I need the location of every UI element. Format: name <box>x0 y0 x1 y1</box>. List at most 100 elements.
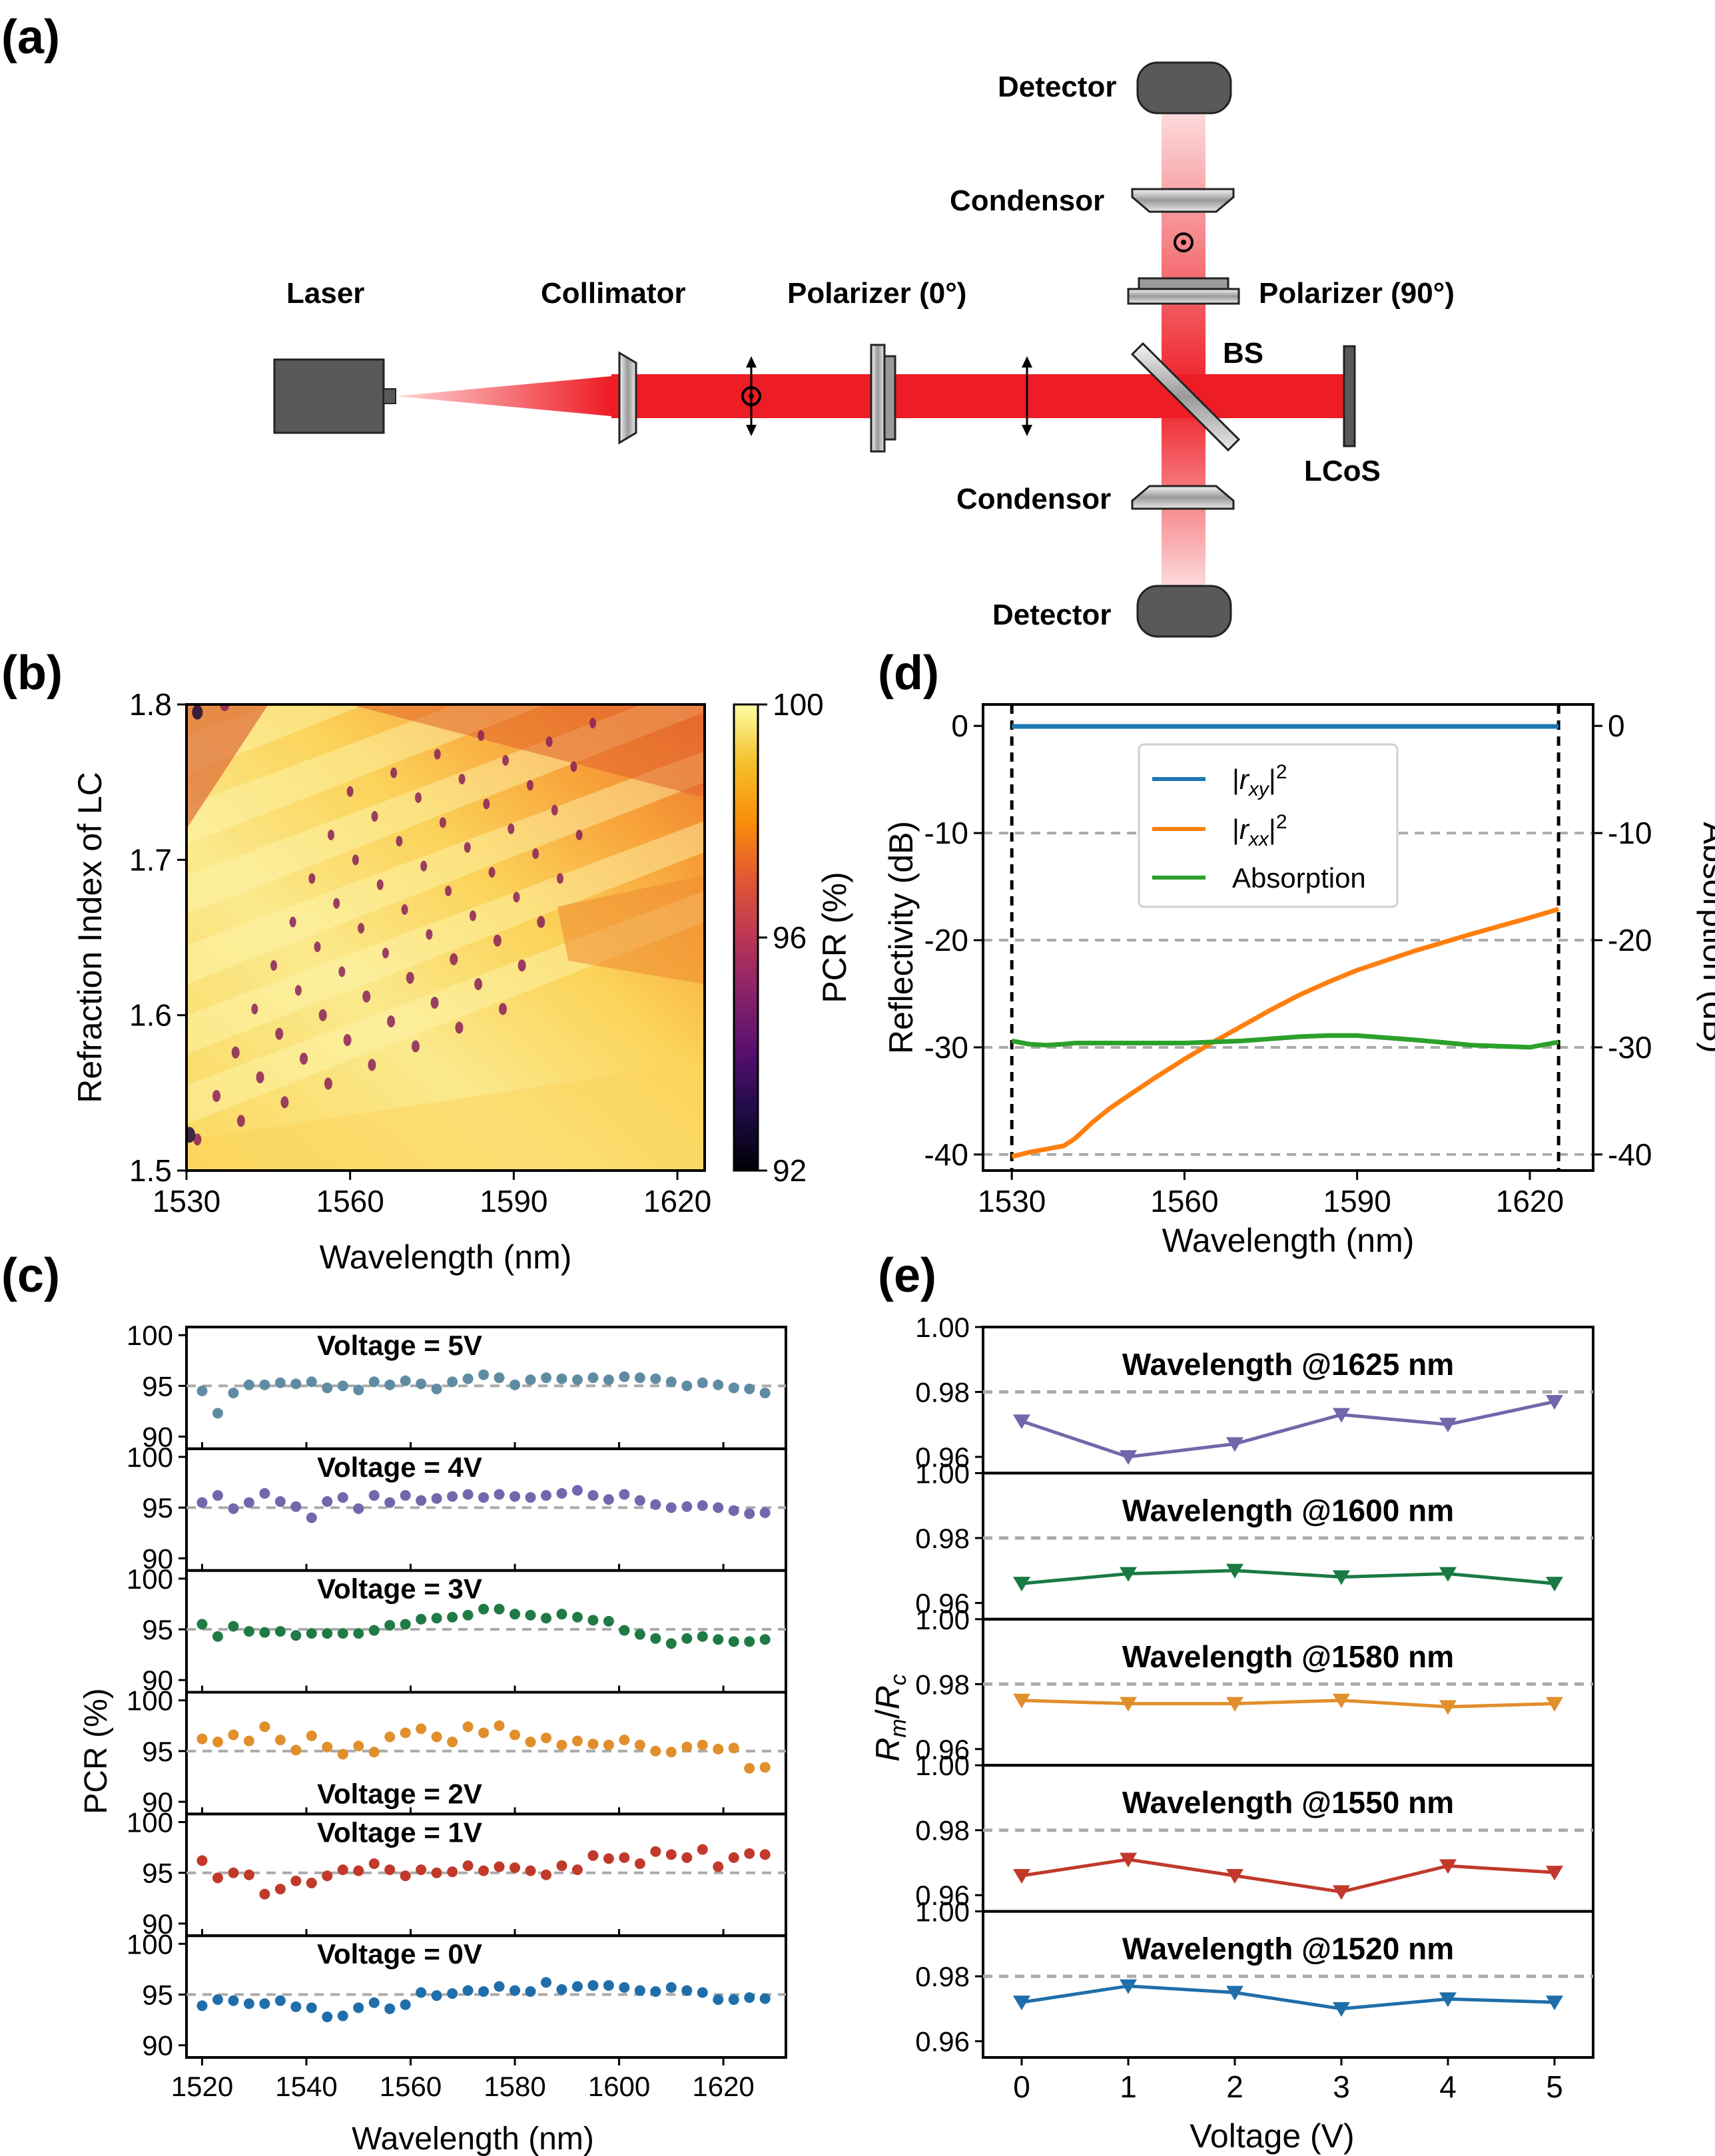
heatmap-ytick-label: 1.8 <box>129 687 172 722</box>
pcr-point <box>290 1745 302 1756</box>
heatmap-axes: 1530 1560 1590 1620 1.5 1.6 1.7 1.8 <box>129 687 711 1218</box>
heatmap-resonance <box>513 892 520 903</box>
heatmap-resonance <box>556 873 563 884</box>
colorbar-label: PCR (%) <box>816 872 853 1003</box>
pcr-subplot-title: Voltage = 5V <box>317 1330 482 1361</box>
pcr-point <box>556 1860 567 1872</box>
ratio-ytick-label: 0.98 <box>915 1523 970 1554</box>
pcr-point <box>541 1613 551 1624</box>
heatmap-band <box>557 875 705 984</box>
ratio-ytick-label: 1.00 <box>915 1750 970 1781</box>
pcr-point <box>368 1489 380 1501</box>
heatmap-resonance <box>430 997 439 1009</box>
panel-label-d: (d) <box>878 647 939 700</box>
pcr-point <box>744 1848 755 1859</box>
heatmap-resonance <box>434 748 441 760</box>
legend-label-absorption: Absorption <box>1232 862 1366 894</box>
ratio-marker <box>1333 2002 1350 2017</box>
heatmap-resonance <box>371 811 378 822</box>
panel-label-a: (a) <box>1 11 60 64</box>
pcr-ylabel: PCR (%) <box>79 1688 114 1814</box>
heatmap-resonances <box>186 704 597 1146</box>
pcr-point <box>494 1981 505 1992</box>
heatmap-xtick-label: 1620 <box>643 1184 711 1218</box>
pcr-point <box>212 1872 223 1884</box>
pcr-point <box>306 1376 317 1388</box>
pcr-point <box>494 1861 505 1872</box>
heatmap-frame <box>185 703 706 1172</box>
absorption-ytick-label: -30 <box>1608 1030 1652 1065</box>
heatmap-resonance <box>352 854 359 866</box>
heatmap-resonance <box>236 1115 245 1127</box>
pcr-point <box>368 1625 380 1636</box>
heatmap-resonance <box>551 804 558 816</box>
pcr-point <box>744 1508 755 1519</box>
heatmap-resonance <box>280 1096 289 1109</box>
ratio-xtick-label: 0 <box>1013 2069 1030 2104</box>
ratio-marker <box>1226 1697 1243 1712</box>
pcr-point <box>400 1727 411 1739</box>
polarization-mark-1 <box>741 356 761 436</box>
heatmap-resonance <box>526 780 533 791</box>
pcr-point <box>510 1729 521 1741</box>
pcr-point <box>525 1865 536 1876</box>
heatmap-resonance <box>192 704 203 720</box>
detector-bottom-label: Detector <box>992 599 1112 631</box>
heatmap-resonance <box>275 1027 284 1040</box>
ratio-marker <box>1226 1563 1243 1579</box>
pcr-point <box>665 1638 677 1649</box>
ratio-xlabel: Voltage (V) <box>1190 2117 1354 2155</box>
ratio-marker <box>1333 1570 1350 1585</box>
pcr-point <box>681 1741 693 1752</box>
ratio-marker <box>1546 1395 1563 1410</box>
ratio-ytick-label: 0.96 <box>915 1734 970 1765</box>
pcr-point <box>322 1628 333 1639</box>
heatmap-xtick-label: 1590 <box>480 1184 547 1218</box>
pcr-ytick-label: 95 <box>142 1370 173 1402</box>
pcr-point <box>228 1867 239 1878</box>
pcr-point <box>290 2001 302 2012</box>
heatmap-resonance <box>376 879 384 890</box>
ratio-marker <box>1013 1414 1030 1430</box>
ratio-marker <box>1226 1868 1243 1884</box>
ratio-ytick-label: 0.96 <box>915 1587 970 1619</box>
pcr-point <box>337 1864 348 1876</box>
heatmap-resonance <box>502 755 510 766</box>
pcr-point <box>603 1980 614 1991</box>
ratio-ytick-label: 1.00 <box>915 1458 970 1489</box>
pcr-point <box>306 1628 317 1639</box>
laser-cone <box>396 376 611 416</box>
pcr-point <box>634 1985 645 1996</box>
beam-vertical-top <box>1162 110 1205 396</box>
pcr-point <box>478 1865 490 1876</box>
pcr-point <box>728 1505 739 1516</box>
pcr-point <box>322 1870 333 1882</box>
ratio-marker <box>1120 1567 1137 1582</box>
pcr-point <box>634 1495 645 1506</box>
pcr-point <box>650 1846 661 1857</box>
pcr-point <box>322 1741 333 1752</box>
heatmap-resonance <box>420 860 428 872</box>
laser-body <box>273 358 385 434</box>
pcr-point <box>478 1369 490 1380</box>
heatmap-resonance <box>270 960 278 971</box>
pcr-point <box>541 1869 551 1880</box>
pcr-point <box>447 1611 458 1623</box>
pcr-point <box>697 1987 708 1998</box>
heatmap-resonance <box>474 978 483 990</box>
pcr-point <box>368 1997 380 2008</box>
heatmap-resonance <box>589 718 597 728</box>
heatmap-ylabel: Refraction Index of LC <box>71 772 109 1103</box>
heatmap-resonance <box>343 1034 352 1046</box>
pcr-point <box>259 1487 270 1499</box>
pcr-point <box>665 1982 677 1993</box>
pcr-point <box>368 1858 380 1869</box>
pcr-ytick-label: 90 <box>142 1786 173 1818</box>
pcr-point <box>619 1489 630 1500</box>
pcr-point <box>634 1858 645 1869</box>
pcr-voltage-plots: Voltage = 5V 90 95 100 Voltage = 4V 90 95 100 Vo… <box>127 1320 787 2102</box>
pcr-point <box>384 1731 396 1743</box>
heatmap-resonance <box>464 842 471 853</box>
ratio-marker <box>1333 1693 1350 1709</box>
pcr-point <box>353 1503 364 1514</box>
